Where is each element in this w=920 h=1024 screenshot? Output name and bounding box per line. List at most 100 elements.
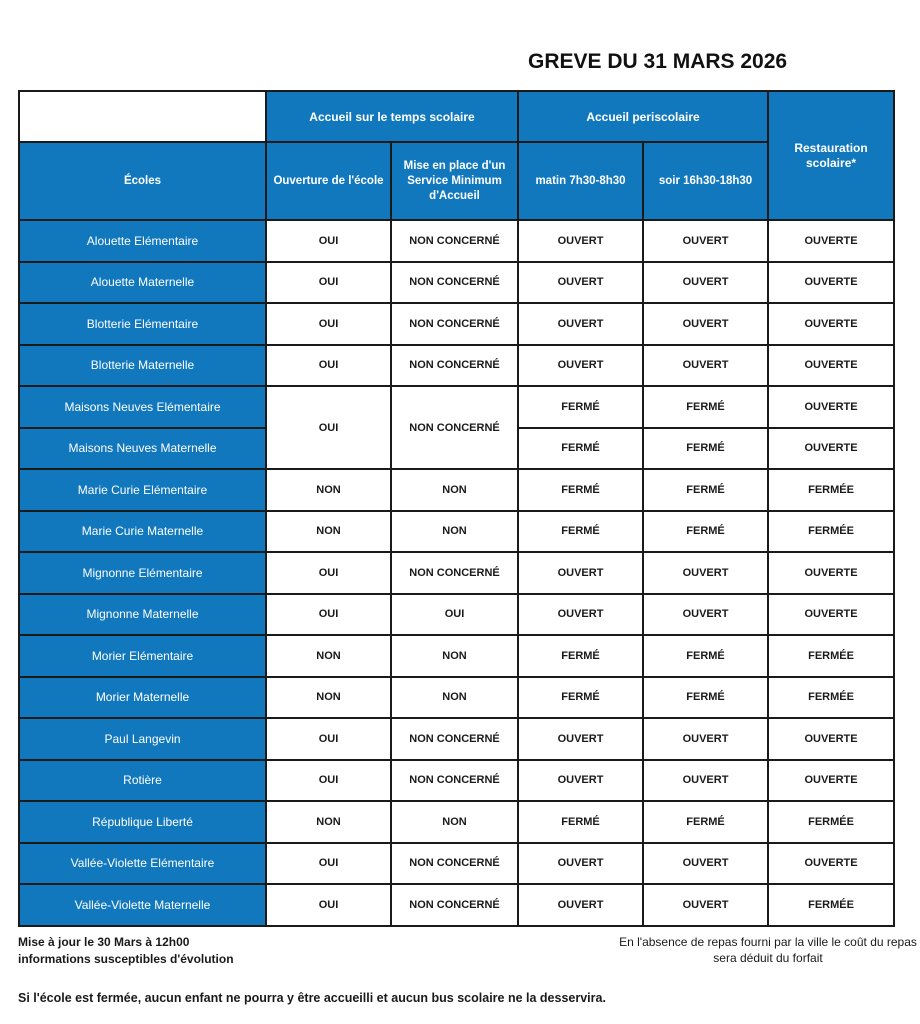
status-cell: NON [389,634,520,678]
status-cell: FERMÉ [517,385,645,429]
status-cell: FERMÉ [642,468,770,512]
table-row: Morier Maternelle NON NON FERMÉ FERMÉ FERMÉE [18,675,896,719]
status-cell: OUI [265,219,392,263]
status-cell: OUI [389,592,520,636]
table-row: Mignonne Elémentaire OUI NON CONCERNÉ OUVER… [18,551,896,595]
col-header-soir: soir 16h30-18h30 [642,141,770,221]
school-name-cell: Rotière [18,758,267,802]
status-cell: NON CONCERNÉ [389,841,520,885]
status-cell: NON CONCERNÉ [389,302,520,346]
status-cell: FERMÉ [517,509,645,553]
update-note-line1: Mise à jour le 30 Mars à 12h00 [18,935,190,949]
col-header-ecoles: Écoles [18,141,267,221]
status-cell: OUVERTE [767,758,896,802]
status-cell: FERMÉ [642,509,770,553]
status-cell: OUVERT [517,551,645,595]
blank-corner-cell [18,90,267,143]
col-header-restauration: Restauration scolaire* [767,90,896,221]
status-cell: OUVERTE [767,592,896,636]
status-cell: FERMÉ [642,800,770,844]
status-cell: OUVERT [642,758,770,802]
status-cell: NON [389,468,520,512]
table-row: Vallée-Violette Maternelle OUI NON CONCERN… [18,883,896,927]
status-cell: OUVERTE [767,717,896,761]
status-cell: FERMÉE [767,800,896,844]
status-cell: FERMÉ [642,675,770,719]
table-body: Alouette Elémentaire OUI NON CONCERNÉ OUVER… [18,219,896,927]
group-header-row: Accueil sur le temps scolaire Accueil pe… [18,90,896,221]
status-cell: OUVERT [642,302,770,346]
status-cell: FERMÉ [517,675,645,719]
status-cell: OUVERTE [767,385,896,429]
status-cell: OUI [265,260,392,304]
status-cell: NON CONCERNÉ [389,260,520,304]
table-row: Blotterie Maternelle OUI NON CONCERNÉ OUVER… [18,343,896,387]
school-name-cell: Alouette Maternelle [18,260,267,304]
status-cell: OUVERT [642,883,770,927]
status-cell: OUI [265,592,392,636]
status-cell: FERMÉ [642,634,770,678]
status-cell: OUVERT [642,551,770,595]
status-cell: OUI [265,717,392,761]
table-row: Paul Langevin OUI NON CONCERNÉ OUVERT OUVERT… [18,717,896,761]
status-cell: OUVERTE [767,426,896,470]
status-cell: OUVERT [517,260,645,304]
status-cell: NON [389,509,520,553]
table-row: Morier Elémentaire NON NON FERMÉ FERMÉ FERMÉE [18,634,896,678]
status-cell: FERMÉE [767,675,896,719]
status-cell: NON [389,800,520,844]
status-cell: FERMÉE [767,634,896,678]
column-header-row: Écoles Ouverture de l'école Mise en plac… [18,141,894,221]
table-row: Vallée-Violette Elémentaire OUI NON CONCER… [18,841,896,885]
group-header-temps-scolaire: Accueil sur le temps scolaire [264,90,520,143]
school-name-cell: Mignonne Maternelle [18,592,267,636]
table-row: République Liberté NON NON FERMÉ FERMÉ FERMÉE [18,800,896,844]
status-cell: OUVERTE [767,343,896,387]
status-cell: OUVERT [517,841,645,885]
school-name-cell: Morier Maternelle [18,675,267,719]
school-name-cell: Morier Elémentaire [18,634,267,678]
table-row: Blotterie Elémentaire OUI NON CONCERNÉ OUVE… [18,302,896,346]
table-row: Alouette Maternelle OUI NON CONCERNÉ OUVERT… [18,260,896,304]
col-header-ouverture: Ouverture de l'école [265,141,392,221]
status-cell: NON [265,509,392,553]
status-cell: OUVERT [642,260,770,304]
school-name-cell: Vallée-Violette Maternelle [18,883,267,927]
school-name-cell: Mignonne Elémentaire [18,551,267,595]
group-header-periscolaire: Accueil periscolaire [517,90,770,143]
status-cell: NON CONCERNÉ [389,219,520,263]
status-cell: FERMÉ [517,634,645,678]
table-row: Rotière OUI NON CONCERNÉ OUVERT OUVERT OUVERT… [18,758,896,802]
table-row: Marie Curie Elémentaire NON NON FERMÉ FERMÉ F… [18,468,896,512]
status-cell: OUVERT [517,758,645,802]
status-cell: OUVERT [642,841,770,885]
status-cell: NON CONCERNÉ [389,551,520,595]
status-cell: FERMÉ [517,468,645,512]
status-cell: OUI [265,302,392,346]
closed-school-warning: Si l'école est fermée, aucun enfant ne p… [18,991,606,1005]
status-cell: OUI [265,758,392,802]
status-cell: NON CONCERNÉ [389,758,520,802]
status-cell: OUI [265,841,392,885]
status-cell: FERMÉ [642,426,770,470]
school-name-cell: Blotterie Elémentaire [18,302,267,346]
status-cell: NON CONCERNÉ [389,343,520,387]
status-cell: OUVERT [642,717,770,761]
status-cell: OUVERT [517,883,645,927]
status-cell: NON [265,634,392,678]
col-header-matin: matin 7h30-8h30 [517,141,645,221]
status-cell: OUVERT [517,219,645,263]
col-header-service-minimum: Mise en place d'un Service Minimum d'Acc… [389,141,520,221]
status-cell: NON CONCERNÉ [389,883,520,927]
status-cell: FERMÉ [642,385,770,429]
status-cell: NON [265,468,392,512]
table-header: Accueil sur le temps scolaire Accueil pe… [18,90,896,221]
update-note-line2: informations susceptibles d'évolution [18,952,234,966]
status-cell: OUVERTE [767,260,896,304]
status-cell: NON [265,800,392,844]
school-name-cell: République Liberté [18,800,267,844]
status-cell: FERMÉE [767,883,896,927]
status-cell: OUVERT [517,717,645,761]
page-title: GREVE DU 31 MARS 2026 [528,50,788,73]
